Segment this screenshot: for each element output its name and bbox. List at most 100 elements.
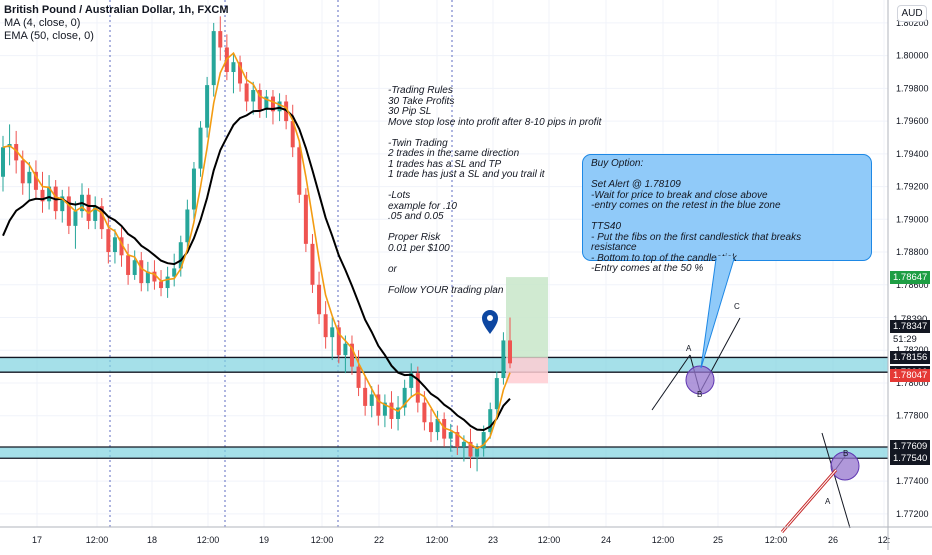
price-tag: 1.78047 [890,368,930,382]
callout-line: - Bottom to top of the candlestick [591,252,737,264]
candle-body [396,407,401,419]
note-line: -Lots [388,190,411,201]
note-line: or [388,263,397,275]
candle-body [211,31,216,86]
pattern-drawings[interactable]: A B C A B [482,302,860,533]
candle-body [415,373,420,403]
trend-arrow-inner [781,469,837,533]
callout-line: -Entry comes at the 50 % [591,263,704,274]
x-tick-label: 18 [147,535,157,545]
x-tick-label: 12:00 [652,535,675,545]
candle-body [185,209,190,243]
candle-body [481,432,486,449]
candle-body [323,314,328,338]
x-tick-label: 17 [32,535,42,545]
candle-body [205,85,210,128]
candle-body [172,268,177,277]
pattern-leg-4[interactable] [821,432,851,529]
note-line [388,254,601,265]
trading-rules-note[interactable]: -Trading Rules 30 Take Profits 30 Pip SL Mo… [388,85,601,296]
buy-option-callout[interactable]: Buy Option: Set Alert @ 1.78109 -Wait for… [582,154,872,274]
candle-body [297,147,302,195]
zone-2 [0,446,888,459]
candle-body [475,448,480,457]
pattern-leg-1[interactable] [651,354,691,411]
candle-body [231,62,236,73]
note-line: example for .10 [388,200,457,212]
candle-body [132,260,137,275]
long-position-tool[interactable] [506,277,548,384]
support-resistance-zones[interactable] [0,356,888,459]
price-tag: 1.78156 [890,350,930,364]
ema-legend[interactable]: EMA (50, close, 0) [4,30,94,42]
y-tick-label: 1.78800 [896,247,929,257]
candle-body [428,422,433,433]
zone-1 [0,357,888,373]
x-tick-label: 12:00 [538,535,561,545]
candle-body [363,387,368,406]
note-line: .05 and 0.05 [388,211,444,222]
stop-loss-area [506,357,548,384]
candle-body [468,441,473,457]
candle-body [257,90,262,110]
candle-body [27,171,32,184]
y-tick-label: 1.78000 [896,378,929,388]
candle-body [494,378,499,410]
candle-body [47,186,52,202]
location-pin-icon[interactable] [482,310,498,334]
y-tick-label: 1.80200 [896,18,929,28]
note-line: 1 trade has just a SL and you trail it [388,169,545,180]
note-line: -Trading Rules [388,85,453,96]
note-line: 1 trades has a SL and TP [388,158,502,170]
candle-body [112,237,117,253]
candle-body [303,194,308,244]
price-tag: 1.78647 [890,270,930,284]
candle-body [356,366,361,388]
y-tick-label: 1.80000 [896,51,929,61]
candle-body [369,394,374,406]
candle-body [238,62,243,84]
candle-body [99,206,104,230]
note-line: 2 trades in the same direction [388,148,520,159]
x-tick-label: 12:00 [86,535,109,545]
note-line: Proper Risk [388,232,441,243]
candle-body [33,171,38,190]
grid [0,0,888,527]
candle-body [159,281,164,289]
y-tick-label: 1.79800 [896,83,929,93]
pattern-label-a1: A [686,344,692,353]
candle-body [343,343,348,356]
note-line: Follow YOUR trading plan [388,284,504,296]
currency-button[interactable]: AUD [897,5,927,22]
note-line: 30 Pip SL [388,106,432,117]
x-tick-label: 22 [374,535,384,545]
candle-body [270,96,275,112]
pattern-label-b1: B [697,390,702,399]
y-tick-label: 1.77200 [896,509,929,519]
ma-legend[interactable]: MA (4, close, 0) [4,17,81,29]
candle-body [191,168,196,210]
candle-body [145,271,150,284]
note-line [388,128,601,139]
x-tick-label: 12:00 [765,535,788,545]
candle-body [264,96,269,110]
callout-line: Buy Option: [591,158,644,169]
candle-body [448,432,453,439]
entry-circle-1[interactable] [685,365,715,395]
x-tick-label: 24 [601,535,611,545]
symbol-title[interactable]: British Pound / Australian Dollar, 1h, F… [4,4,229,16]
candle-body [244,83,249,102]
y-tick-label: 1.79200 [896,182,929,192]
x-tick-label: 19 [259,535,269,545]
x-tick-label: 25 [713,535,723,545]
price-tag: 1.77609 [890,440,930,454]
callout-line: TTS40 [591,221,622,232]
callout-line: Set Alert @ 1.78109 [591,179,681,190]
candle-body [317,284,322,315]
x-tick-label: 12:00 [426,535,449,545]
candle-body [461,441,466,447]
price-tag: 1.77540 [890,451,930,465]
entry-circle-2[interactable] [830,451,860,481]
candle-body [14,144,19,161]
